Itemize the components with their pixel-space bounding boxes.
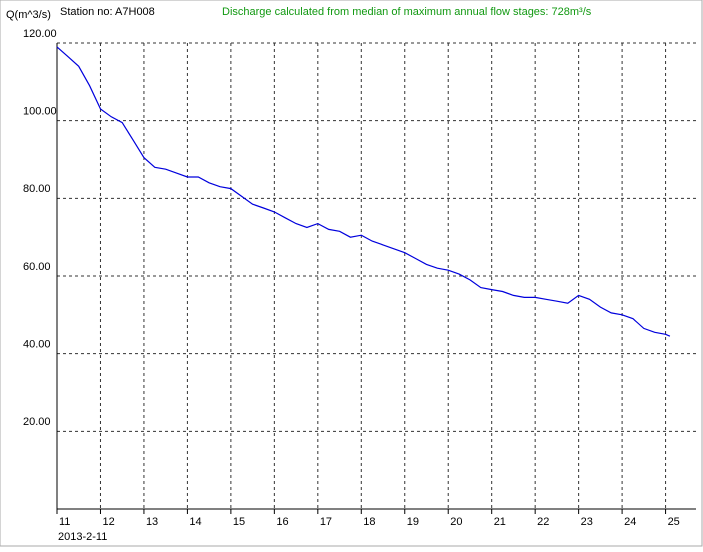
x-tick-label: 22 <box>537 516 549 528</box>
x-tick-label: 11 <box>59 516 70 528</box>
x-tick-label: 23 <box>581 516 593 528</box>
x-tick-label: 18 <box>363 516 375 528</box>
x-tick-label: 17 <box>320 516 332 528</box>
x-tick-label: 14 <box>189 516 201 528</box>
x-tick-label: 16 <box>276 516 288 528</box>
series-line <box>56 46 671 337</box>
y-axis-label: Q(m^3/s) <box>6 9 51 21</box>
x-tick-label: 21 <box>494 516 506 528</box>
x-tick-label: 24 <box>624 516 636 528</box>
chart-title: Discharge calculated from median of maxi… <box>222 6 592 18</box>
x-axis-label: 2013-2-11 <box>58 531 107 543</box>
x-tick-label: 19 <box>407 516 419 528</box>
x-tick-label: 25 <box>668 516 680 528</box>
y-tick-label: 40.00 <box>23 339 51 351</box>
x-tick-label: 13 <box>146 516 158 528</box>
y-tick-label: 100.00 <box>23 106 57 118</box>
x-tick-label: 12 <box>102 516 114 528</box>
x-tick-label: 20 <box>450 516 462 528</box>
station: Station no: A7H008 <box>60 6 155 18</box>
y-tick-label: 80.00 <box>23 183 51 195</box>
y-tick-label: 120.00 <box>23 28 57 40</box>
y-tick-label: 60.00 <box>23 261 51 273</box>
y-tick-label: 20.00 <box>23 416 51 428</box>
x-tick-label: 15 <box>233 516 245 528</box>
